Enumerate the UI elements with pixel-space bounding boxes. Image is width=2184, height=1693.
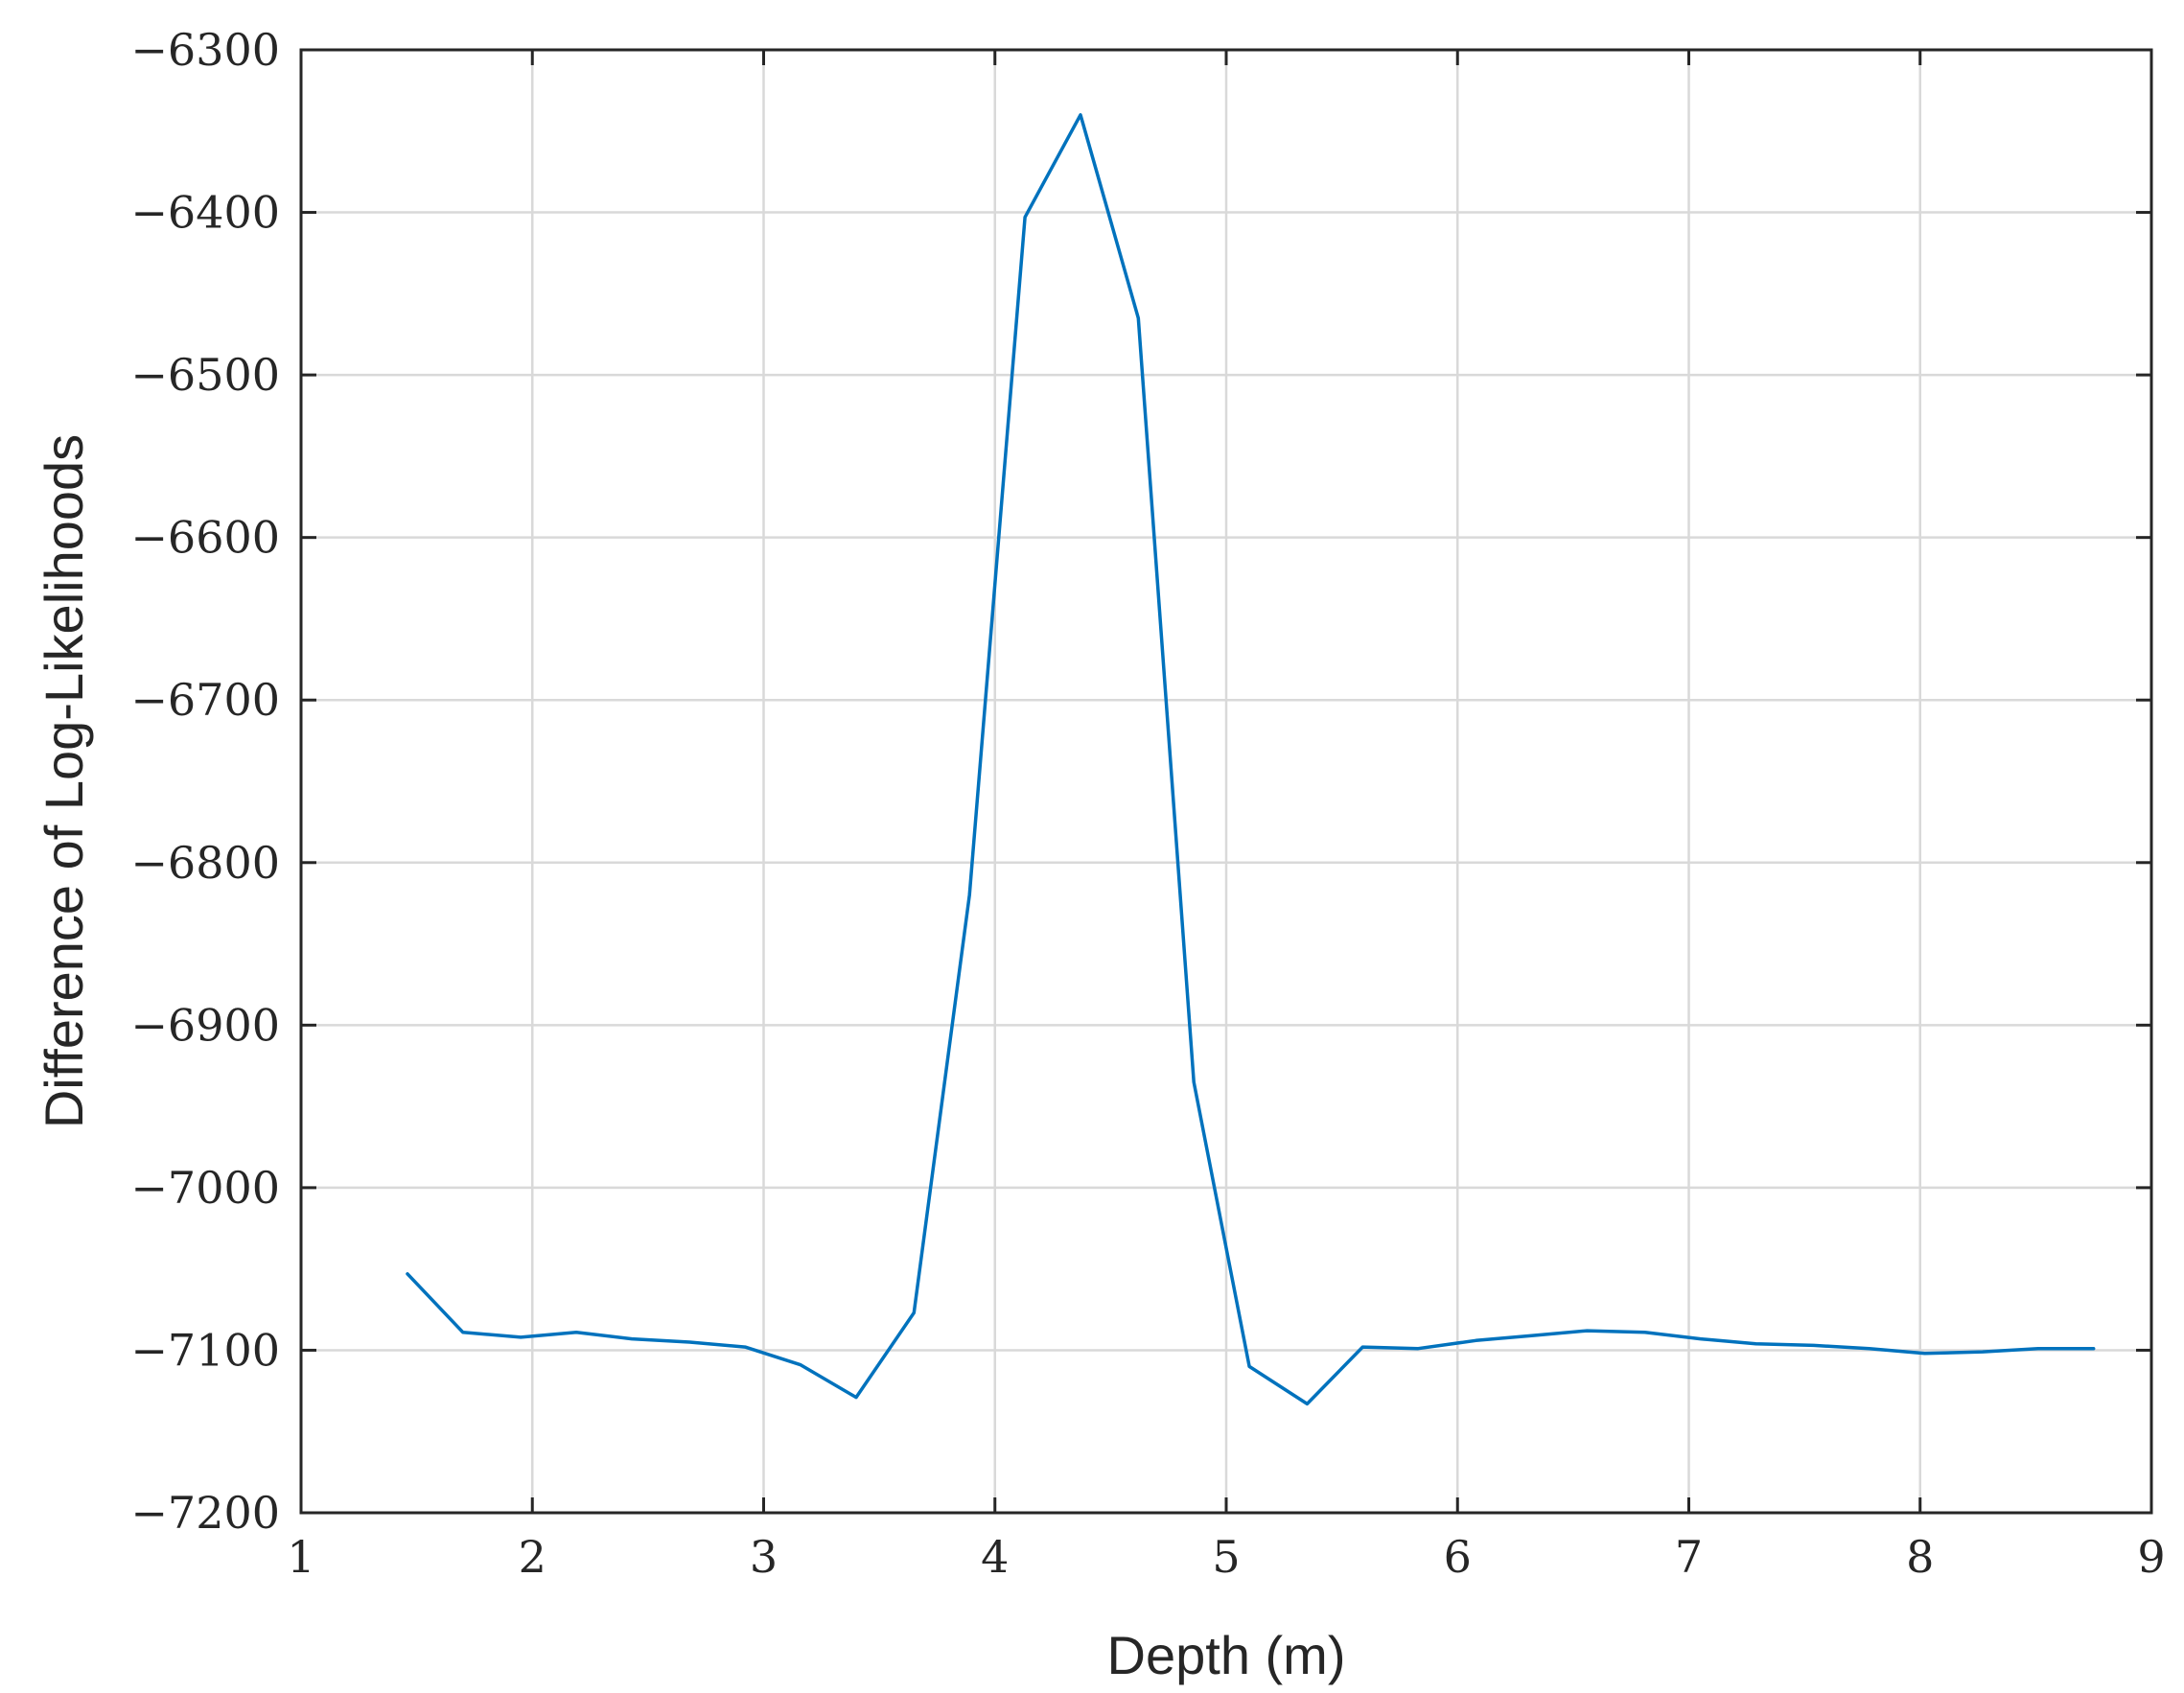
y-tick-label: −7000 (130, 1162, 280, 1214)
x-tick-label: 7 (1675, 1531, 1703, 1583)
x-tick-label: 2 (519, 1531, 546, 1583)
y-tick-label: −6600 (130, 512, 280, 564)
y-tick-label: −6800 (130, 837, 280, 889)
grid (301, 50, 2151, 1513)
y-tick-label: −7200 (130, 1487, 280, 1539)
x-tick-label: 8 (1906, 1531, 1934, 1583)
tick-marks (299, 48, 2153, 1515)
series-line (406, 113, 2096, 1406)
y-axis-title: Difference of Log-Likelihoods (34, 434, 94, 1128)
x-tick-label: 3 (750, 1531, 778, 1583)
y-tick-labels: −6300 −6400 −6500 −6600 −6700 −6800 −6900 −7000… (130, 24, 280, 1539)
x-tick-label: 4 (981, 1531, 1009, 1583)
x-tick-label: 1 (287, 1531, 314, 1583)
x-tick-label: 5 (1212, 1531, 1240, 1583)
x-axis-title: Depth (m) (1107, 1625, 1346, 1685)
y-tick-label: −6900 (130, 999, 280, 1051)
y-tick-label: −6400 (130, 187, 280, 239)
series-layer (406, 113, 2096, 1406)
y-tick-label: −6700 (130, 674, 280, 726)
y-tick-label: −6300 (130, 24, 280, 76)
x-tick-label: 6 (1444, 1531, 1472, 1583)
x-tick-label: 9 (2137, 1531, 2165, 1583)
x-tick-labels: 1 2 3 4 5 6 7 8 9 (287, 1531, 2165, 1583)
y-tick-label: −6500 (130, 349, 280, 401)
y-tick-label: −7100 (130, 1324, 280, 1376)
